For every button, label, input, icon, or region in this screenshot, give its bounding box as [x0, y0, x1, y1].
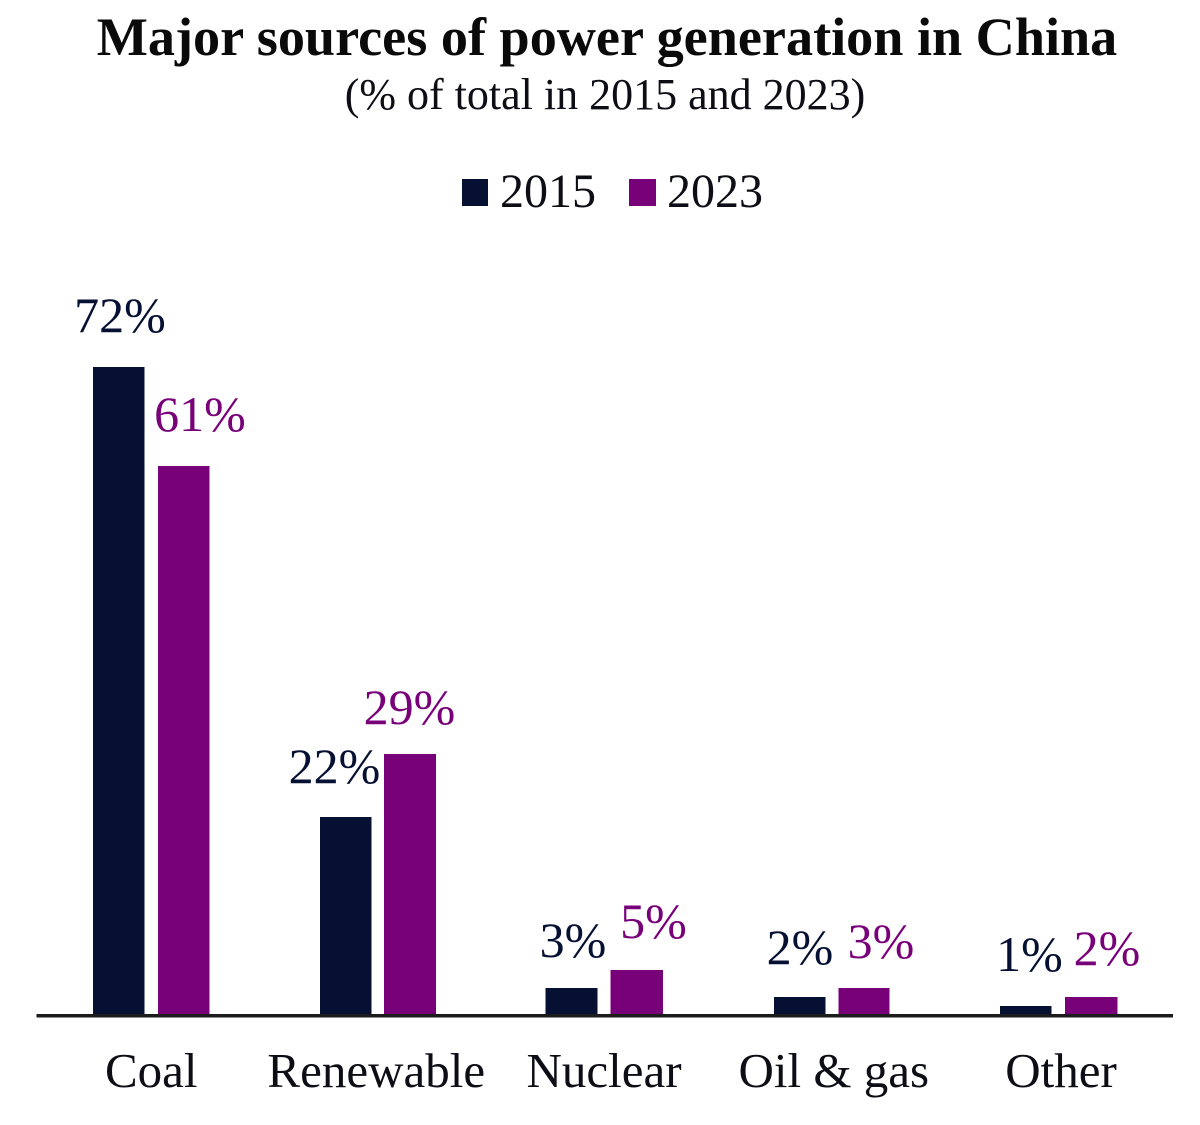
svg-text:3%: 3% [540, 912, 607, 968]
svg-text:5%: 5% [620, 893, 687, 949]
svg-text:Other: Other [1005, 1043, 1117, 1098]
svg-text:2015: 2015 [500, 165, 596, 218]
svg-text:2%: 2% [767, 919, 834, 975]
svg-text:Coal: Coal [105, 1043, 198, 1098]
svg-text:2023: 2023 [667, 165, 763, 218]
svg-text:3%: 3% [848, 913, 915, 969]
svg-text:(% of total in 2015 and 2023): (% of total in 2015 and 2023) [345, 70, 866, 119]
svg-text:61%: 61% [154, 386, 246, 442]
svg-text:29%: 29% [364, 679, 456, 735]
svg-text:22%: 22% [289, 738, 381, 794]
svg-text:Nuclear: Nuclear [526, 1043, 681, 1098]
svg-text:Major sources of power generat: Major sources of power generation in Chi… [97, 7, 1118, 67]
svg-text:Oil & gas: Oil & gas [738, 1043, 929, 1098]
svg-text:2%: 2% [1074, 920, 1141, 976]
svg-text:Renewable: Renewable [267, 1043, 485, 1098]
svg-text:1%: 1% [996, 926, 1063, 982]
svg-text:72%: 72% [74, 287, 166, 343]
